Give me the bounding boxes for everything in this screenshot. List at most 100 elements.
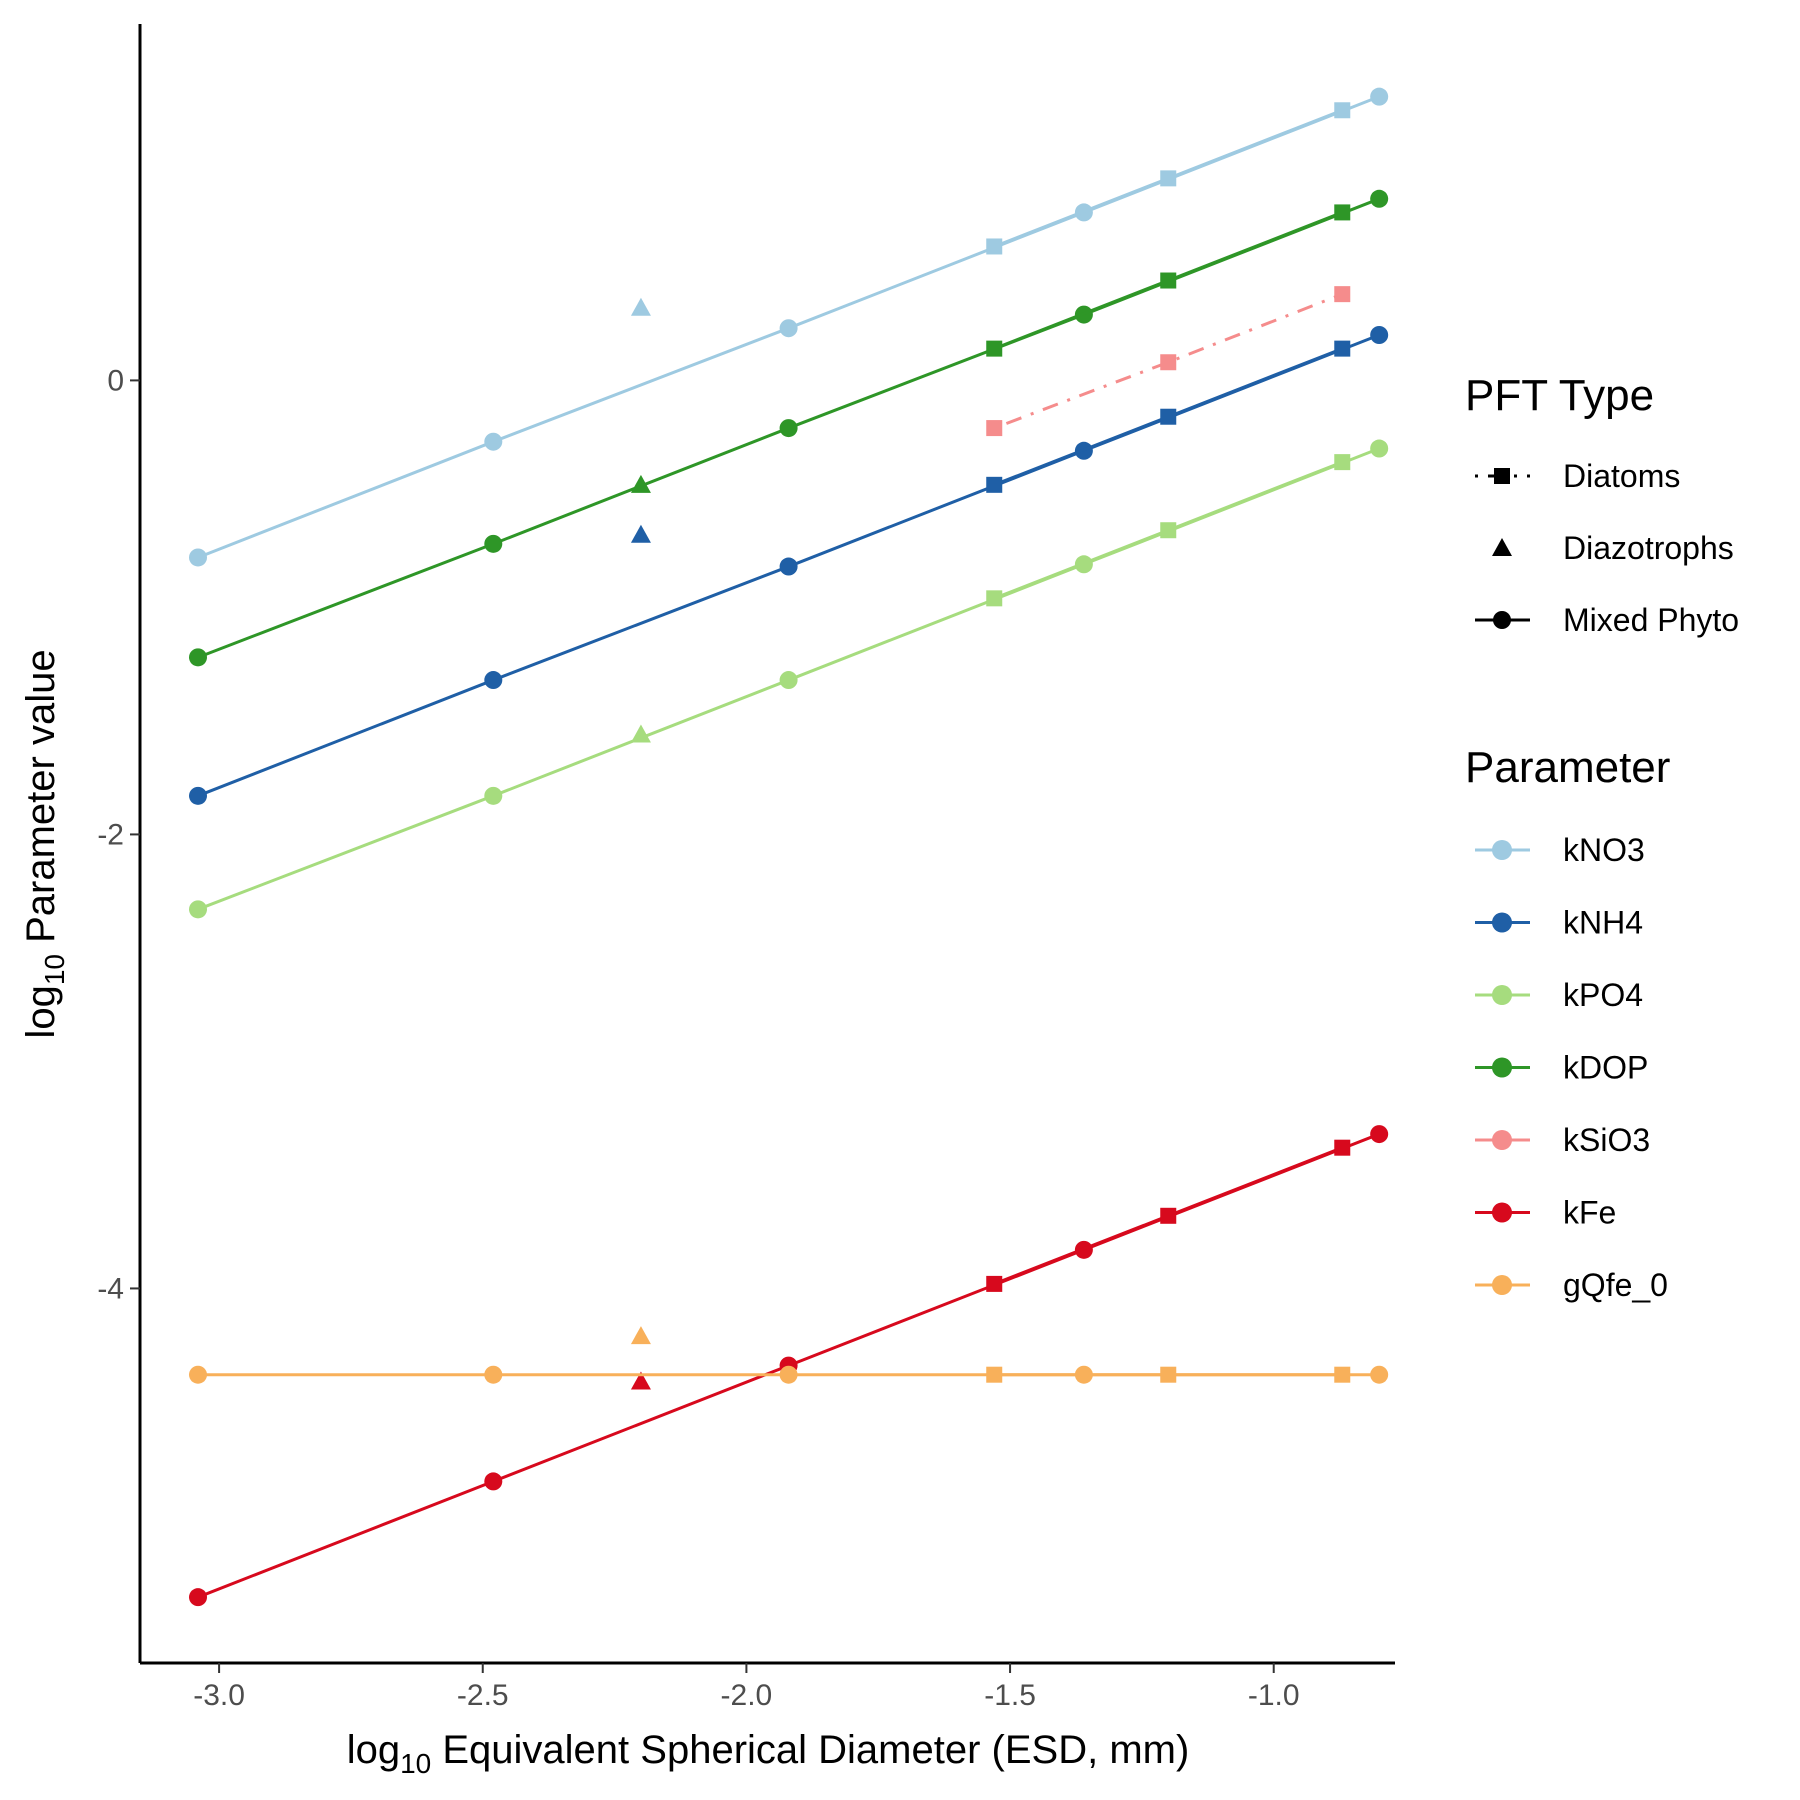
data-point xyxy=(779,419,798,438)
data-point xyxy=(1334,204,1351,221)
series-kNH4-mixed-phyto xyxy=(189,326,1389,805)
data-point xyxy=(1334,1139,1351,1156)
data-point xyxy=(189,548,208,567)
legend-pft-label: Diazotrophs xyxy=(1563,530,1734,566)
data-point xyxy=(1160,1366,1177,1383)
series-kFe-mixed-phyto xyxy=(189,1125,1389,1607)
series-kDOP-diatoms xyxy=(986,204,1351,357)
legend-pft-title: PFT Type xyxy=(1465,371,1654,420)
legend-key-circle xyxy=(1492,1275,1512,1295)
legend-parameter: Parameter kNO3 kNH4 kPO4 kDOP kSiO3 kFe gQfe_0 xyxy=(1465,743,1670,1303)
series-kNO3-mixed-phyto xyxy=(189,87,1389,567)
x-ticks: -3.0 -2.5 -2.0 -1.5 -1.0 xyxy=(193,1663,1300,1712)
legend-parameter-item: gQfe_0 xyxy=(1475,1267,1668,1303)
data-point xyxy=(1370,439,1389,458)
data-point xyxy=(630,724,651,743)
legend-pft-type: PFT Type Diatoms Diazotrophs Mixed Phyto xyxy=(1465,371,1739,638)
data-point xyxy=(779,319,798,338)
series-kPO4-diatoms xyxy=(986,454,1351,607)
legend-pft-item: Mixed Phyto xyxy=(1475,602,1739,638)
data-point xyxy=(630,297,651,316)
data-point xyxy=(189,900,208,919)
data-point xyxy=(986,420,1003,437)
series-kFe-diatoms xyxy=(986,1139,1351,1292)
data-point xyxy=(484,671,503,690)
legend-parameter-label: kFe xyxy=(1563,1195,1616,1231)
x-tick-label: -2.0 xyxy=(721,1679,773,1712)
series-kPO4-diazotrophs xyxy=(630,724,651,743)
data-point xyxy=(630,1326,651,1345)
data-point xyxy=(630,1371,651,1390)
legend-key-circle xyxy=(1492,912,1512,933)
legend-key-circle xyxy=(1492,1130,1512,1150)
legend-parameter-label: kNO3 xyxy=(1563,832,1645,868)
data-point xyxy=(986,340,1003,357)
x-tick-label: -1.0 xyxy=(1248,1679,1300,1712)
data-point xyxy=(189,648,208,667)
data-point xyxy=(1370,1365,1389,1384)
data-point xyxy=(484,534,503,553)
data-point xyxy=(1370,1125,1389,1144)
series-kNO3-diatoms xyxy=(986,102,1351,255)
series-line xyxy=(993,292,1343,430)
data-point xyxy=(1334,340,1351,357)
data-point xyxy=(189,1588,208,1607)
data-point xyxy=(779,671,798,690)
legend-parameter-item: kNH4 xyxy=(1475,905,1643,941)
data-point xyxy=(1160,522,1177,539)
data-point xyxy=(1334,454,1351,471)
legend-pft-label: Diatoms xyxy=(1563,458,1680,494)
legend-key-circle xyxy=(1492,1202,1512,1223)
series-gQfe_0-diatoms xyxy=(986,1366,1351,1383)
data-point xyxy=(1160,170,1177,187)
data-point xyxy=(1334,286,1351,303)
legend-key-circle xyxy=(1492,985,1512,1005)
series-gQfe_0-diazotrophs xyxy=(630,1326,651,1345)
series-kSiO3-diatoms xyxy=(986,286,1351,437)
data-point xyxy=(986,238,1003,255)
legend-pft-item: Diatoms xyxy=(1475,458,1680,494)
legend-parameter-label: kNH4 xyxy=(1563,905,1643,941)
data-point xyxy=(986,476,1003,493)
legend-pft-label: Mixed Phyto xyxy=(1563,602,1739,638)
data-point xyxy=(1160,272,1177,289)
data-point xyxy=(630,524,651,543)
legend-key-circle xyxy=(1492,1057,1512,1078)
data-point xyxy=(484,786,503,805)
series-kDOP-mixed-phyto xyxy=(189,189,1389,667)
legend-parameter-item: kSiO3 xyxy=(1475,1122,1650,1158)
x-axis-title: log10 Equivalent Spherical Diameter (ESD… xyxy=(347,1728,1190,1779)
series-kNO3-diazotrophs xyxy=(630,297,651,316)
data-point xyxy=(986,1275,1003,1292)
x-tick-label: -3.0 xyxy=(193,1679,245,1712)
legend-parameter-item: kPO4 xyxy=(1475,977,1643,1013)
data-point xyxy=(189,786,208,805)
x-tick-label: -2.5 xyxy=(457,1679,509,1712)
legend-pft-item: Diazotrophs xyxy=(1492,530,1734,566)
legend-parameter-item: kDOP xyxy=(1475,1050,1648,1086)
legend-parameter-label: kDOP xyxy=(1563,1050,1648,1086)
series-kFe-diazotrophs xyxy=(630,1371,651,1390)
legend-parameter-label: kPO4 xyxy=(1563,977,1643,1013)
y-axis-title: log10 Parameter value xyxy=(19,649,70,1038)
data-point xyxy=(630,474,651,493)
legend-key-triangle xyxy=(1492,538,1512,556)
legend-key-circle xyxy=(1492,840,1512,860)
y-ticks: 0 -2 -4 xyxy=(97,364,140,1305)
data-point xyxy=(484,1365,503,1384)
data-point xyxy=(1160,408,1177,425)
data-point xyxy=(779,557,798,576)
data-point xyxy=(1160,354,1177,371)
legend-parameter-item: kFe xyxy=(1475,1195,1616,1231)
data-point xyxy=(1160,1207,1177,1224)
data-point xyxy=(1334,1366,1351,1383)
data-point xyxy=(1334,102,1351,119)
data-point xyxy=(1370,189,1389,208)
y-tick-label: -4 xyxy=(97,1272,124,1305)
series-kDOP-diazotrophs xyxy=(630,474,651,493)
data-point xyxy=(1370,326,1389,345)
legend-key-square xyxy=(1494,468,1510,484)
legend-parameter-label: kSiO3 xyxy=(1563,1122,1650,1158)
data-point xyxy=(986,590,1003,607)
